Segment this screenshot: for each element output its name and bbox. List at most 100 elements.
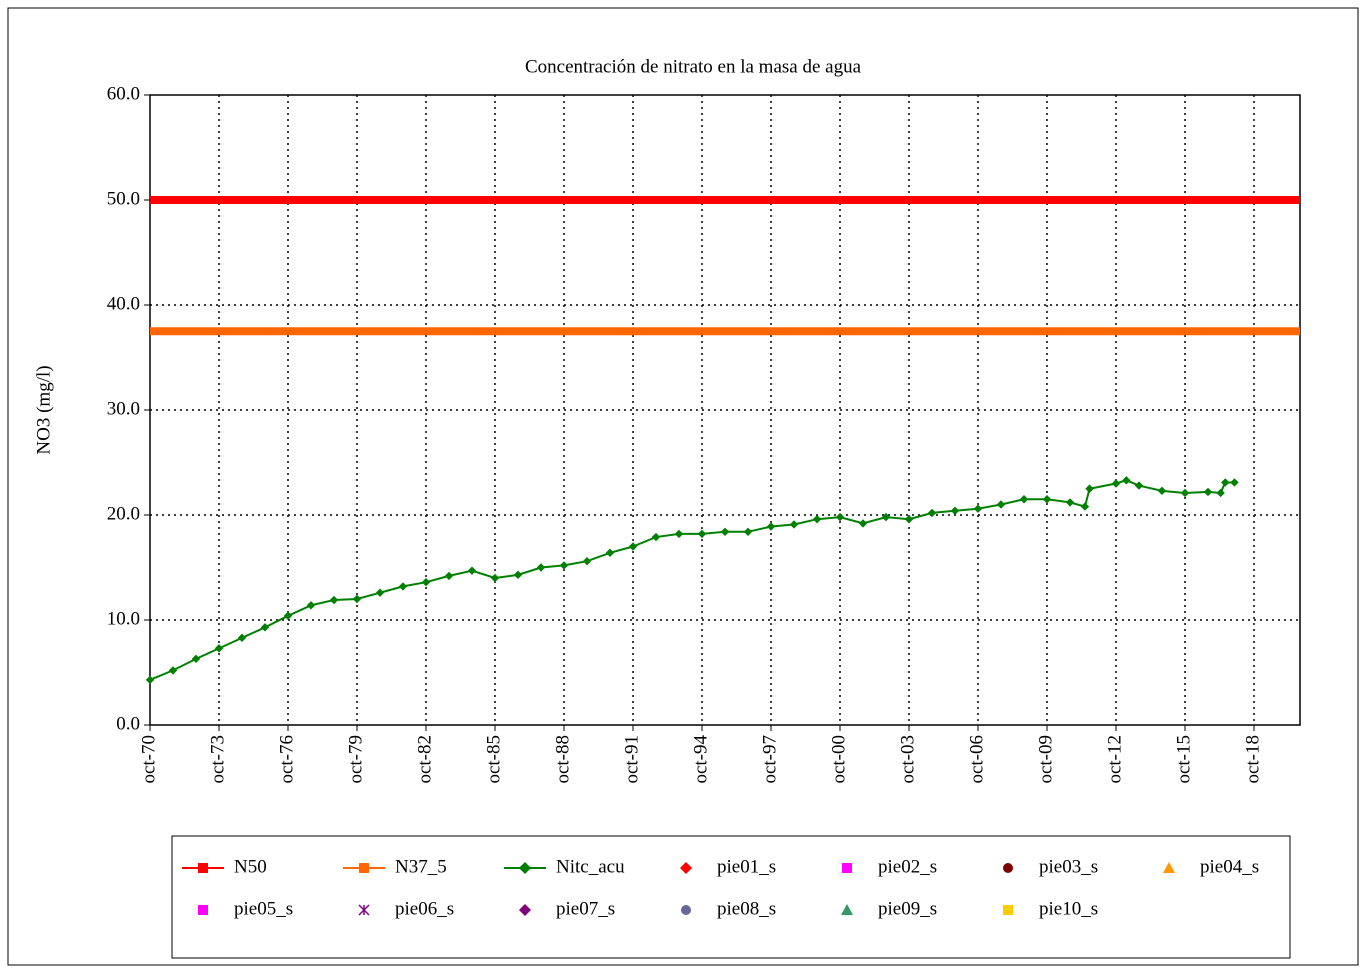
data-point [766, 522, 776, 531]
data-point [674, 529, 684, 539]
data-point [444, 571, 454, 581]
x-tick-label: oct-09 [1035, 735, 1056, 784]
plot-frame [149, 94, 1301, 726]
x-tick-label: oct-03 [897, 735, 918, 784]
data-point [881, 512, 891, 522]
data-point [490, 573, 500, 583]
data-point [467, 566, 477, 575]
legend-marker [1163, 862, 1175, 873]
data-point [1221, 478, 1230, 487]
series-line [149, 479, 1235, 681]
legend-label: pie06_s [395, 898, 454, 919]
x-tick-label: oct-73 [207, 735, 228, 784]
legend-marker [358, 904, 370, 916]
data-point [697, 529, 707, 539]
data-point [835, 512, 845, 522]
x-tick-label: oct-82 [414, 735, 435, 784]
legend-marker [1003, 863, 1013, 873]
legend-label: N37_5 [395, 856, 447, 877]
legend-marker [519, 904, 531, 916]
y-tick-label: 10.0 [107, 608, 140, 629]
data-point [191, 654, 201, 664]
x-tick-label: oct-97 [759, 735, 780, 784]
y-tick-label: 40.0 [107, 293, 140, 314]
y-tick-label: 30.0 [107, 398, 140, 419]
legend-label: pie08_s [717, 898, 776, 919]
x-tick-label: oct-94 [690, 735, 711, 784]
legend-label: pie03_s [1039, 856, 1098, 877]
data-point [352, 594, 362, 604]
data-point [1230, 478, 1239, 487]
data-point [1157, 486, 1167, 496]
y-tick-label: 50.0 [107, 188, 140, 209]
x-tick-label: oct-91 [621, 735, 642, 784]
data-point [1019, 495, 1029, 504]
data-point [398, 582, 408, 591]
x-tick-label: oct-76 [276, 735, 297, 784]
data-point [375, 588, 385, 597]
legend-marker [680, 862, 692, 874]
x-tick-label: oct-15 [1173, 735, 1194, 784]
data-point [927, 508, 937, 518]
data-point [720, 527, 730, 536]
data-point [329, 595, 339, 605]
data-point [1065, 498, 1075, 507]
data-point [950, 506, 960, 515]
data-point [513, 570, 523, 580]
legend-label: Nitc_acu [556, 856, 625, 877]
x-tick-label: oct-85 [483, 735, 504, 784]
data-point [421, 578, 431, 587]
data-point [536, 563, 546, 572]
x-tick-label: oct-00 [828, 735, 849, 784]
plot-area [150, 95, 1300, 725]
data-point [1042, 495, 1052, 504]
legend-label: pie09_s [878, 898, 937, 919]
y-tick-label: 60.0 [107, 83, 140, 104]
y-tick-label: 0.0 [116, 713, 140, 734]
legend-label: pie05_s [234, 898, 293, 919]
data-point [996, 500, 1006, 509]
legend-marker [359, 863, 369, 873]
x-tick-label: oct-79 [345, 735, 366, 784]
legend-marker [1003, 905, 1013, 915]
y-axis-label: NO3 (mg/l) [33, 365, 54, 454]
legend-marker [841, 904, 853, 915]
data-point [973, 504, 983, 513]
data-point [214, 644, 224, 653]
legend-label: pie02_s [878, 856, 937, 877]
data-point [1180, 488, 1190, 498]
legend-label: pie04_s [1200, 856, 1259, 877]
y-tick-label: 20.0 [107, 503, 140, 524]
data-point [559, 561, 569, 570]
x-tick-label: oct-06 [966, 735, 987, 784]
x-tick-label: oct-70 [138, 735, 159, 784]
legend-marker [681, 905, 691, 915]
legend-label: N50 [234, 856, 267, 877]
data-point [904, 515, 914, 524]
data-point [1122, 476, 1131, 485]
data-point [237, 633, 247, 643]
data-point [858, 519, 868, 528]
data-point [605, 548, 615, 557]
data-point [651, 532, 661, 542]
data-point [743, 527, 753, 536]
data-point [1203, 487, 1213, 497]
legend-marker [519, 862, 531, 874]
data-point [1216, 488, 1225, 498]
x-tick-label: oct-18 [1242, 735, 1263, 784]
data-point [1085, 484, 1094, 493]
x-tick-label: oct-12 [1104, 735, 1125, 784]
data-point [812, 515, 822, 524]
data-point [306, 601, 316, 610]
legend-label: pie07_s [556, 898, 615, 919]
data-point [1134, 481, 1144, 490]
x-tick-label: oct-88 [552, 735, 573, 784]
legend-box [171, 835, 1291, 959]
chart-title: Concentración de nitrato en la masa de a… [525, 56, 862, 77]
legend-marker [198, 905, 208, 915]
data-point [789, 520, 799, 529]
data-point [582, 557, 592, 566]
data-point [628, 542, 638, 551]
legend-marker [842, 863, 852, 873]
